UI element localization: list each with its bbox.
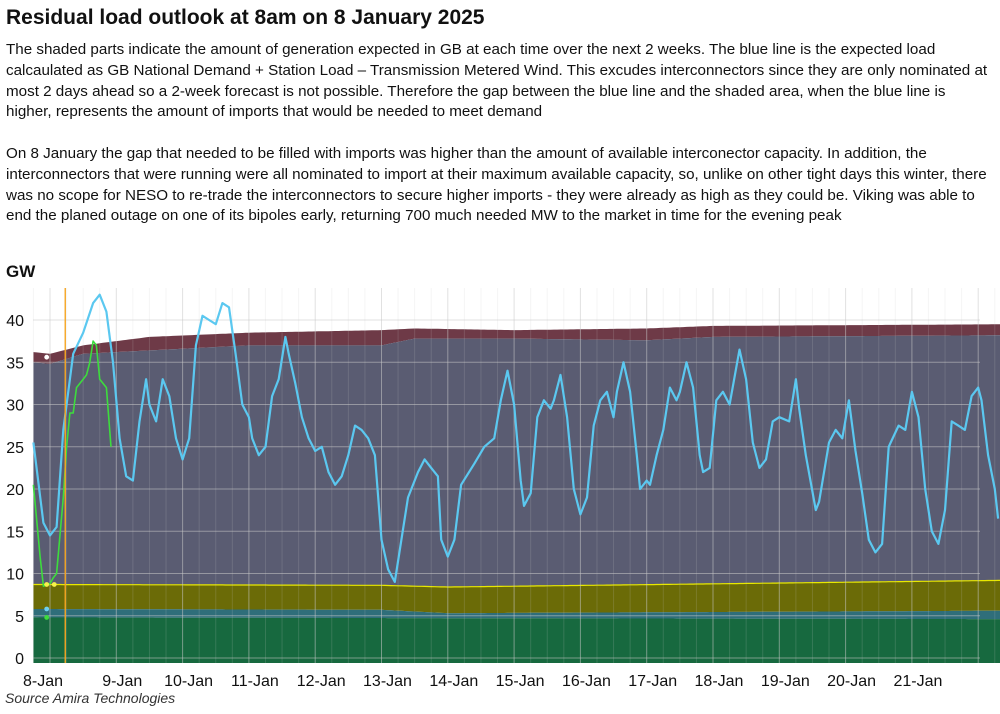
y-axis-unit-label: GW: [6, 262, 36, 281]
band-teal: [33, 609, 1000, 620]
y-tick-label: 30: [6, 398, 24, 415]
x-tick-label: 8-Jan: [23, 673, 63, 690]
y-tick-label: 10: [6, 567, 24, 584]
y-tick-label: 15: [6, 524, 24, 541]
x-tick-label: 9-Jan: [102, 673, 142, 690]
residual-load-chart: 0 5 10 15 20 25 30 35 40 8-Jan 9-Jan 10-Jan 11-Jan 1…: [6, 288, 1000, 690]
y-tick-label: 20: [6, 482, 24, 499]
x-tick-label: 15-Jan: [496, 673, 545, 690]
marker-dot-green: [44, 615, 50, 620]
marker-dot-teal: [44, 606, 50, 612]
x-tick-label: 20-Jan: [827, 673, 876, 690]
band-olive: [33, 580, 1000, 614]
band-green: [33, 617, 1000, 663]
x-tick-label: 12-Jan: [297, 673, 346, 690]
description-paragraph-1: The shaded parts indicate the amount of …: [6, 41, 988, 121]
x-tick-label: 14-Jan: [429, 673, 478, 690]
x-tick-label: 11-Jan: [231, 673, 279, 690]
band-grey: [33, 335, 1000, 587]
x-tick-label: 18-Jan: [695, 673, 744, 690]
load-lines: [32, 293, 1000, 587]
marker-dot-maroon: [44, 354, 50, 360]
description-paragraph-2: On 8 January the gap that needed to be f…: [6, 145, 987, 225]
blue-load-line: [32, 293, 1000, 583]
generation-bands: [33, 288, 1000, 663]
y-axis-ticks: 0 5 10 15 20 25 30 35 40: [6, 313, 24, 668]
source-note: Source Amira Technologies: [5, 690, 176, 706]
y-tick-label: 25: [6, 440, 24, 457]
marker-dot-olive-now: [51, 582, 57, 587]
x-axis-ticks: 8-Jan 9-Jan 10-Jan 11-Jan 12-Jan 13-Jan 14-Jan…: [23, 673, 942, 690]
band-maroon: [33, 324, 1000, 364]
current-time-markers: [44, 288, 66, 663]
y-tick-label: 40: [6, 313, 24, 330]
x-tick-label: 17-Jan: [628, 673, 677, 690]
x-tick-label: 19-Jan: [761, 673, 810, 690]
band-olive-edge: [33, 579, 1000, 588]
y-tick-label: 0: [15, 651, 24, 668]
chart-title: Residual load outlook at 8am on 8 Januar…: [6, 6, 485, 29]
green-load-line: [32, 340, 112, 587]
x-tick-label: 16-Jan: [562, 673, 611, 690]
x-tick-label: 10-Jan: [164, 673, 213, 690]
x-tick-label: 13-Jan: [363, 673, 412, 690]
x-tick-label: 21-Jan: [893, 673, 942, 690]
y-tick-label: 35: [6, 355, 24, 372]
y-tick-label: 5: [15, 609, 24, 626]
marker-dot-olive: [44, 582, 50, 587]
